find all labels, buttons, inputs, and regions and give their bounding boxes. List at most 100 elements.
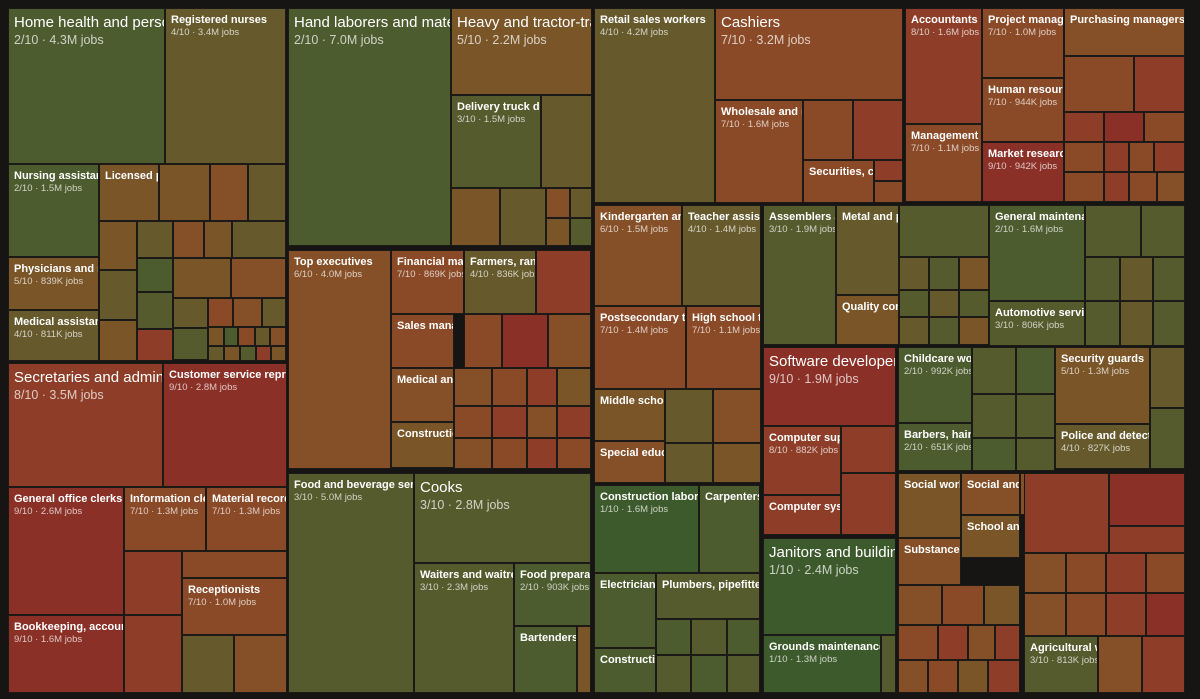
treemap-cell[interactable] xyxy=(500,188,546,246)
treemap-cell[interactable] xyxy=(1120,301,1153,346)
treemap-cell[interactable] xyxy=(182,551,287,578)
treemap-cell[interactable] xyxy=(1024,593,1066,636)
treemap-cell[interactable] xyxy=(1106,553,1146,593)
treemap-cell[interactable] xyxy=(972,347,1016,394)
treemap-cell[interactable]: Childcare workers2/10 · 992K jobs xyxy=(898,347,972,423)
treemap-cell[interactable] xyxy=(137,258,173,292)
treemap-cell[interactable] xyxy=(1016,394,1055,438)
treemap-cell[interactable]: Material recording clerks7/10 · 1.3M job… xyxy=(206,487,287,551)
treemap-cell[interactable]: Bookkeeping, accounting, and auditing cl… xyxy=(8,615,124,693)
treemap-cell[interactable]: Cashiers 7/10 · 3.2M jobs xyxy=(715,8,903,100)
treemap-cell[interactable] xyxy=(570,218,592,246)
treemap-cell[interactable]: Assemblers and fabricators3/10 · 1.9M jo… xyxy=(763,205,836,345)
treemap-cell[interactable] xyxy=(1153,301,1185,346)
treemap-cell[interactable] xyxy=(841,426,896,473)
treemap-cell[interactable] xyxy=(210,164,248,221)
treemap-cell[interactable] xyxy=(232,221,286,258)
treemap-cell[interactable]: Electricians xyxy=(594,573,656,648)
treemap-cell[interactable]: Barbers, hairstylists, and cosmetologist… xyxy=(898,423,972,471)
treemap-cell[interactable] xyxy=(968,625,995,660)
treemap-cell[interactable]: Farmers, ranchers, and agricultural mana… xyxy=(464,250,536,314)
treemap-cell[interactable] xyxy=(1154,142,1185,172)
treemap-cell[interactable] xyxy=(464,314,502,368)
treemap-cell[interactable] xyxy=(874,181,903,203)
treemap-cell[interactable] xyxy=(234,635,287,693)
treemap-cell[interactable]: Construction equipment operators xyxy=(594,648,656,693)
treemap-cell[interactable] xyxy=(492,438,527,469)
treemap-cell[interactable] xyxy=(1064,172,1104,202)
treemap-cell[interactable] xyxy=(656,655,691,693)
treemap-cell[interactable] xyxy=(713,443,761,483)
treemap-cell[interactable]: Bartenders xyxy=(514,626,577,693)
treemap-cell[interactable] xyxy=(665,389,713,443)
treemap-cell[interactable] xyxy=(1066,553,1106,593)
treemap-cell[interactable] xyxy=(988,660,1020,693)
treemap-cell[interactable] xyxy=(548,314,591,368)
treemap-cell[interactable] xyxy=(1085,205,1141,257)
treemap-cell[interactable] xyxy=(899,290,929,317)
treemap-cell[interactable]: Quality control inspectors xyxy=(836,295,899,345)
treemap-cell[interactable] xyxy=(1064,112,1104,142)
treemap-cell[interactable] xyxy=(527,438,557,469)
treemap-cell[interactable] xyxy=(874,160,903,181)
treemap-cell[interactable] xyxy=(502,314,548,368)
treemap-cell[interactable]: Receptionists 7/10 · 1.0M jobs xyxy=(182,578,287,635)
treemap-cell[interactable]: Middle school teachers xyxy=(594,389,665,441)
treemap-cell[interactable]: Sales managers xyxy=(391,314,454,368)
treemap-cell[interactable] xyxy=(262,298,286,327)
treemap-cell[interactable] xyxy=(942,585,984,625)
treemap-cell[interactable]: Postsecondary teachers7/10 · 1.4M jobs xyxy=(594,306,686,389)
treemap-cell[interactable] xyxy=(1129,172,1157,202)
treemap-cell[interactable]: Security guards 5/10 · 1.3M jobs xyxy=(1055,347,1150,424)
treemap-cell[interactable] xyxy=(124,615,182,693)
treemap-cell[interactable] xyxy=(1146,553,1185,593)
treemap-cell[interactable] xyxy=(137,221,173,258)
treemap-cell[interactable]: Construction managers xyxy=(391,422,454,468)
treemap-cell[interactable] xyxy=(137,292,173,329)
treemap-cell[interactable]: General maintenance and repair workers2/… xyxy=(989,205,1085,301)
treemap-cell[interactable] xyxy=(224,346,240,361)
treemap-cell[interactable] xyxy=(899,257,929,290)
treemap-cell[interactable]: Construction laborers1/10 · 1.6M jobs xyxy=(594,485,699,573)
treemap-cell[interactable] xyxy=(159,164,210,221)
treemap-cell[interactable]: School and career counselors xyxy=(961,515,1020,558)
treemap-cell[interactable]: Top executives 6/10 · 4.0M jobs xyxy=(288,250,391,469)
treemap-cell[interactable] xyxy=(727,619,760,655)
treemap-cell[interactable] xyxy=(454,406,492,438)
treemap-cell[interactable] xyxy=(1098,636,1142,693)
treemap-cell[interactable] xyxy=(208,327,224,346)
treemap-cell[interactable]: Cooks 3/10 · 2.8M jobs xyxy=(414,473,591,563)
treemap-cell[interactable]: Information clerks7/10 · 1.3M jobs xyxy=(124,487,206,551)
treemap-cell[interactable] xyxy=(898,585,942,625)
treemap-cell[interactable] xyxy=(984,585,1020,625)
treemap-cell[interactable]: Financial managers7/10 · 869K jobs xyxy=(391,250,464,314)
treemap-cell[interactable] xyxy=(238,327,255,346)
treemap-cell[interactable]: Software developers 9/10 · 1.9M jobs xyxy=(763,347,896,426)
treemap-cell[interactable]: Food preparation workers2/10 · 903K jobs xyxy=(514,563,591,626)
treemap-cell[interactable] xyxy=(1150,408,1185,469)
treemap-cell[interactable] xyxy=(208,298,233,327)
treemap-cell[interactable] xyxy=(853,100,903,160)
treemap-cell[interactable] xyxy=(271,346,286,361)
treemap-cell[interactable] xyxy=(1153,257,1185,301)
treemap-cell[interactable] xyxy=(929,257,959,290)
treemap-cell[interactable]: Purchasing managers xyxy=(1064,8,1185,56)
treemap-cell[interactable]: Market research analysts9/10 · 942K jobs xyxy=(982,142,1064,202)
treemap-cell[interactable] xyxy=(899,205,989,257)
treemap-cell[interactable] xyxy=(665,443,713,483)
treemap-cell[interactable] xyxy=(204,221,232,258)
treemap-cell[interactable]: Nursing assistants2/10 · 1.5M jobs xyxy=(8,164,99,257)
treemap-cell[interactable] xyxy=(972,438,1016,471)
treemap-cell[interactable]: Home health and personal care aides 2/10 … xyxy=(8,8,165,164)
treemap-cell[interactable] xyxy=(959,257,989,290)
treemap-cell[interactable] xyxy=(881,635,896,693)
treemap-cell[interactable]: Accountants and auditors8/10 · 1.6M jobs xyxy=(905,8,982,124)
treemap-cell[interactable]: Retail sales workers 4/10 · 4.2M jobs xyxy=(594,8,715,203)
treemap-cell[interactable] xyxy=(557,438,591,469)
treemap-cell[interactable]: Secretaries and administrative assistant… xyxy=(8,363,163,487)
treemap-cell[interactable] xyxy=(1085,301,1120,346)
treemap-cell[interactable] xyxy=(1109,526,1185,553)
treemap-cell[interactable] xyxy=(1024,473,1109,553)
treemap-cell[interactable]: Customer service representatives9/10 · 2… xyxy=(163,363,287,487)
treemap-cell[interactable]: Metal and plastic machine workers xyxy=(836,205,899,295)
